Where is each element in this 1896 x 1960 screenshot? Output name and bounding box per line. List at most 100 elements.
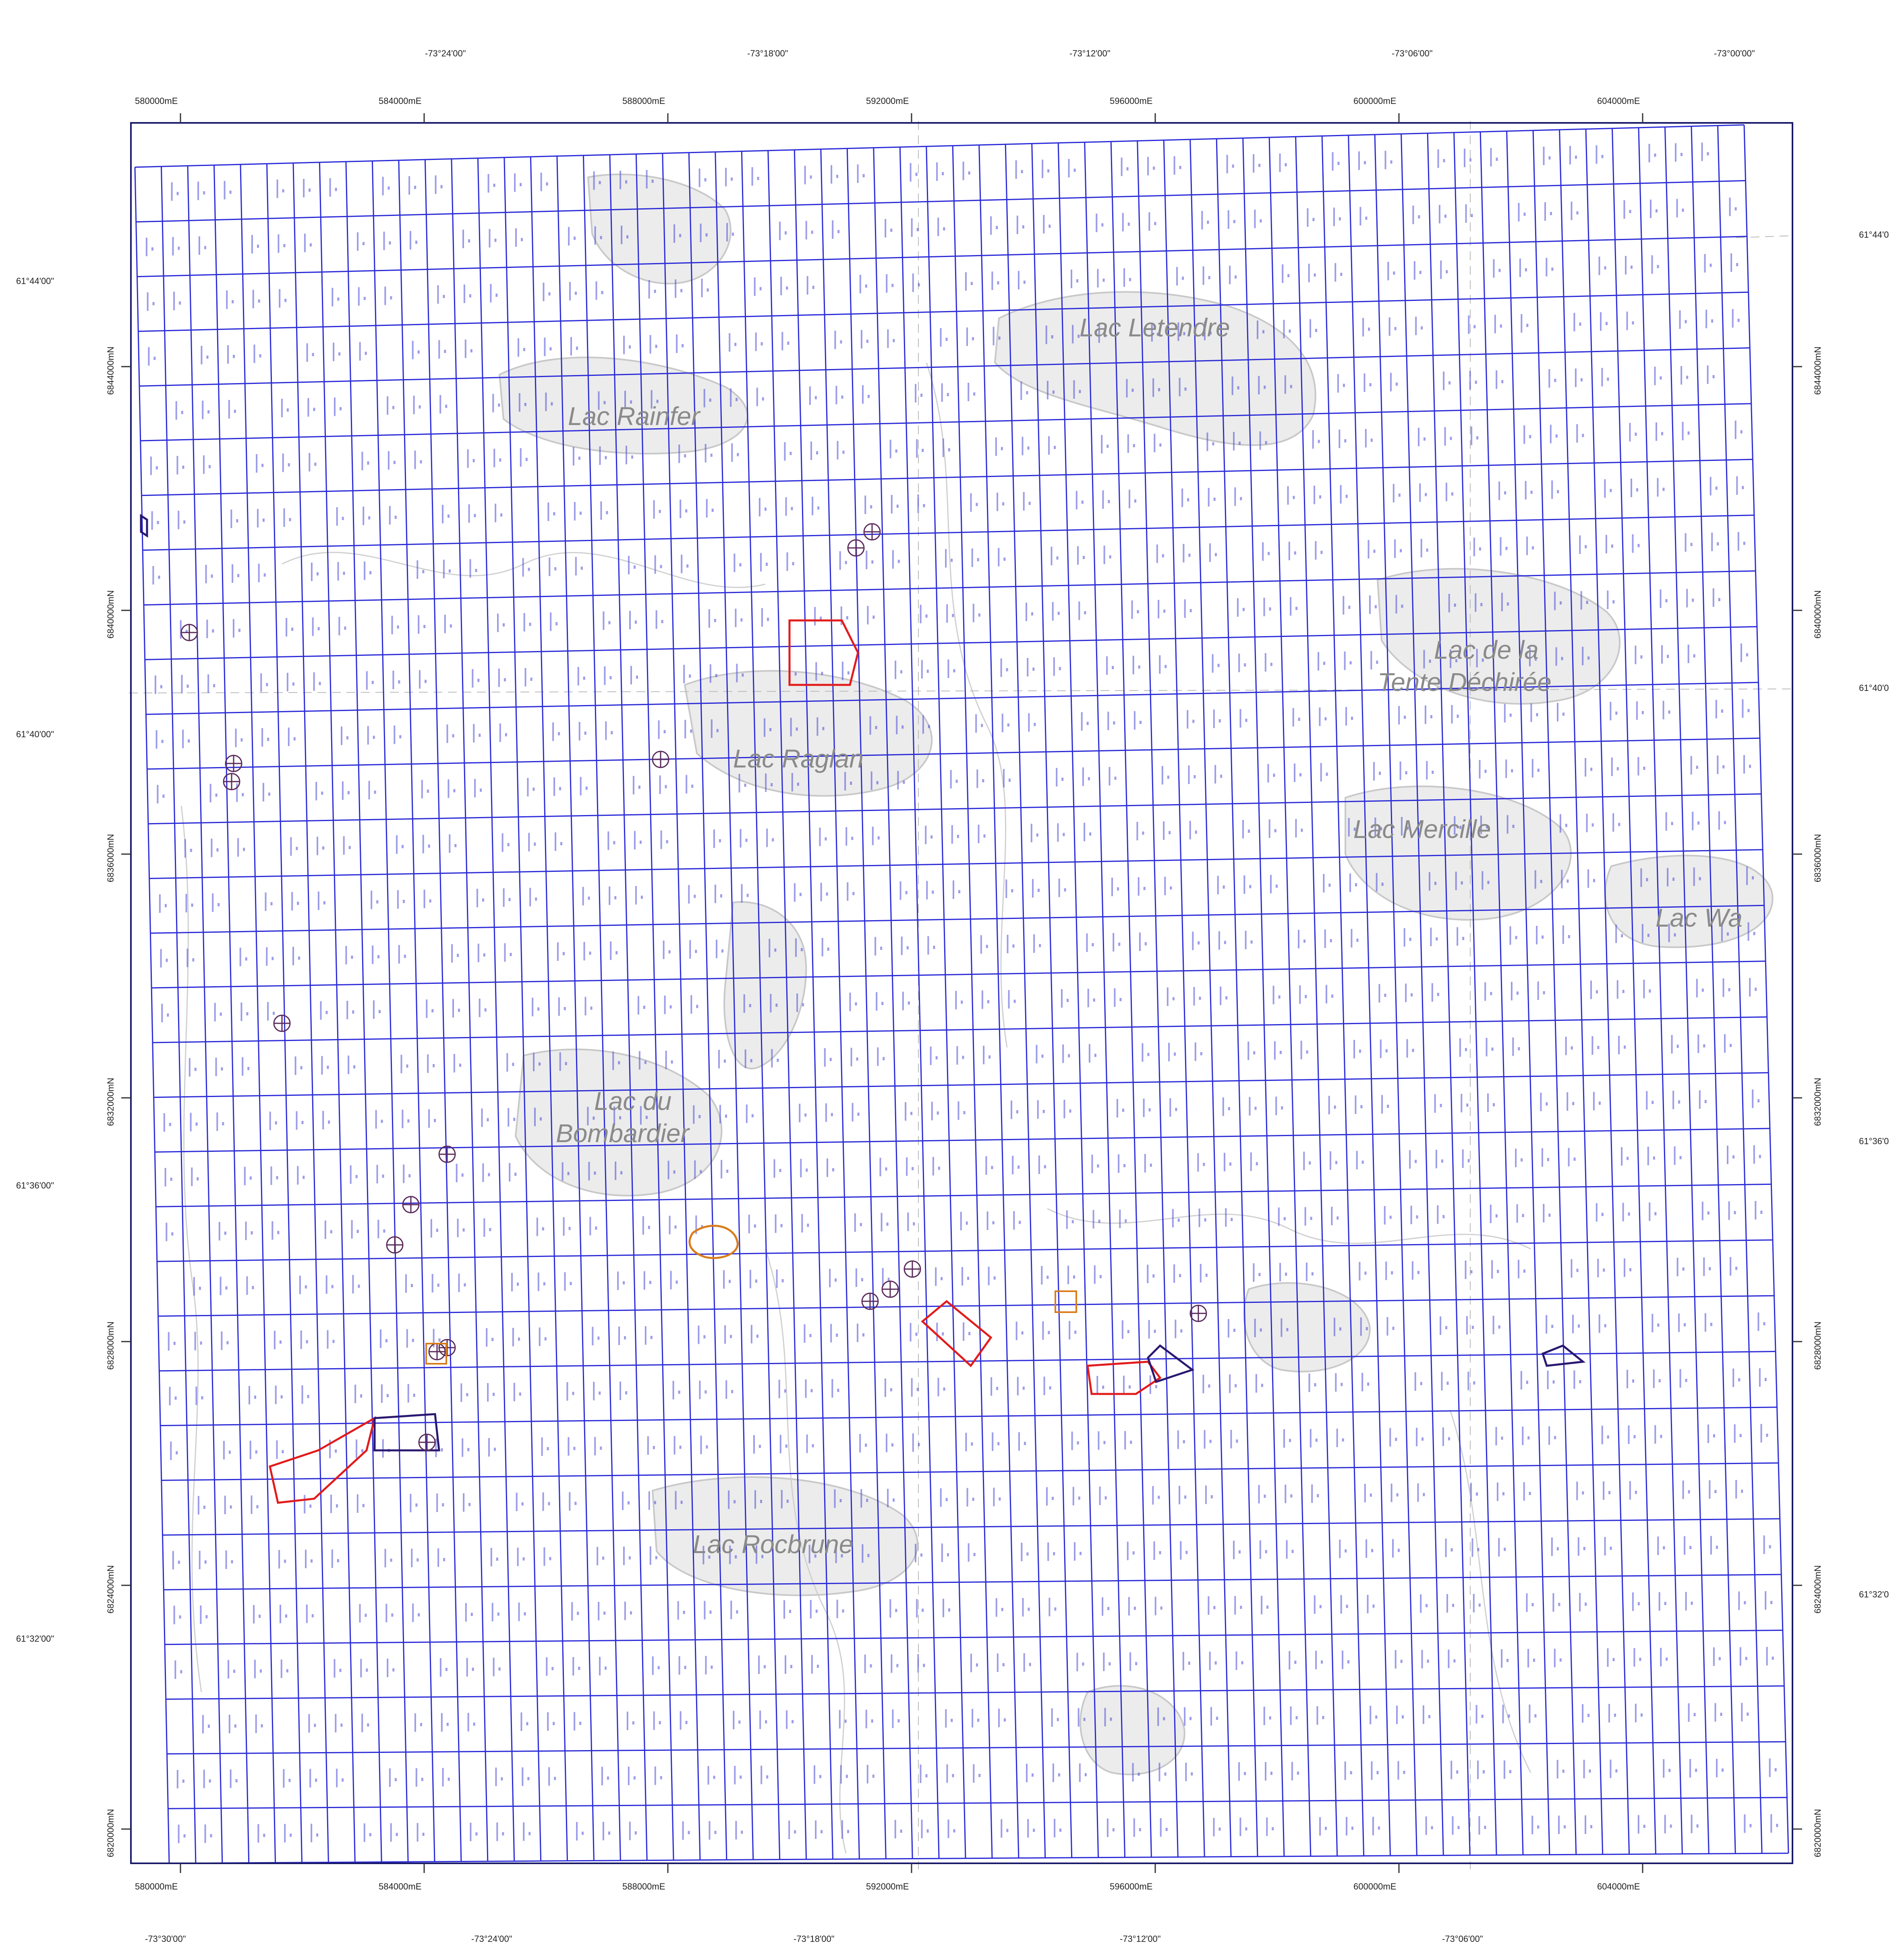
claim-cell-mark [1487,1093,1495,1112]
claim-cell-mark [1380,1039,1388,1058]
claim-cell-mark [1239,709,1247,728]
claim-cell-mark [1122,213,1130,232]
claim-cell-mark [892,1709,900,1728]
claim-cell-mark [486,1328,494,1347]
claim-cell-mark [1405,983,1413,1002]
claim-cell-mark [779,1435,787,1454]
claim-cell-mark [1476,649,1484,668]
claim-cell-mark [895,660,903,679]
claim-cell-mark [1712,588,1720,607]
claim-cell-mark [1111,877,1119,896]
claim-cell-mark [1188,765,1196,784]
claim-cell-mark [1189,821,1197,840]
claim-cell-mark [193,1277,201,1296]
claim-cell-mark [993,1487,1001,1506]
claim-cell-mark [1389,1428,1397,1447]
claim-cell-mark [847,882,855,901]
claim-cell-mark [905,1102,913,1121]
claim-cell-mark [266,947,274,966]
claim-cell-mark [889,440,897,458]
claim-cell-mark [552,722,560,741]
claim-cell-mark [571,1602,579,1621]
claim-cell-mark [1370,651,1378,670]
claim-cell-mark [1445,483,1453,502]
claim-cell-mark [197,1496,205,1515]
claim-cell-mark [1310,1429,1318,1448]
claim-cell-mark [278,234,286,253]
claim-cell-mark [1470,1483,1478,1502]
claim-cell-mark [1738,1591,1746,1610]
claim-cell-mark [262,783,270,802]
grid-column-line [1295,137,1338,1856]
bottom-longitude-label: -73°24'00" [471,1934,512,1944]
claim-cell-mark [689,940,697,959]
claim-cell-mark [806,1434,814,1453]
claim-cell-mark [986,1211,995,1230]
claim-cell-mark [1258,1485,1266,1504]
grid-row-line [139,347,1750,387]
claim-cell-mark [301,1385,309,1404]
claim-cell-mark [566,1382,574,1401]
claim-cell-mark [756,1545,764,1564]
claim-cell-mark [1213,709,1221,728]
grid-column-line [1559,129,1604,1854]
claim-cell-mark [960,1211,968,1230]
claim-cell-mark [947,1819,955,1838]
claim-cell-mark [1635,645,1643,664]
claim-cell-mark [400,1055,408,1074]
claim-cell-mark [936,1322,944,1341]
claim-cell-mark [1078,601,1086,620]
claim-cell-mark [383,232,391,250]
grid-column-line [582,155,621,1861]
claim-cell-mark [1124,1431,1132,1450]
claim-cell-mark [613,1106,622,1125]
claim-cell-mark [1154,433,1162,452]
grid-column-line [1110,141,1152,1857]
claim-cell-mark [1345,707,1353,726]
claim-cell-mark [1042,160,1050,178]
claim-cell-mark [1227,1319,1235,1338]
claim-cell-mark [1334,263,1343,282]
claim-cell-mark [1426,761,1434,780]
claim-cell-mark [1703,1257,1711,1276]
claim-cell-mark [396,835,404,854]
claim-cell-mark [544,337,552,356]
claim-cell-mark [1067,1265,1075,1284]
claim-cell-mark [1051,1708,1059,1727]
claim-cell-mark [683,665,691,684]
claim-cell-mark [324,1220,332,1239]
claim-cell-mark [735,1821,743,1840]
claim-cell-mark [1087,989,1095,1008]
claim-cell-mark [845,827,854,846]
claim-cell-mark [276,179,284,198]
claim-cell-mark [499,723,507,742]
claim-cell-mark [1127,434,1135,453]
claim-cell-mark [748,1215,756,1234]
claim-cell-mark [594,1437,602,1456]
claim-cell-mark [252,290,260,309]
claim-cell-mark [1192,931,1200,950]
claim-cell-mark [761,608,769,627]
claim-cell-mark [917,1654,925,1673]
claim-cell-mark [456,1164,464,1182]
claim-cell-mark [178,1824,186,1843]
claim-cell-mark [1607,590,1615,609]
claim-cell-mark [1360,1317,1368,1336]
claim-cell-mark [1384,1206,1392,1225]
claim-cell-mark [779,222,787,241]
claim-cell-mark [257,509,265,528]
claim-cell-mark [1362,318,1370,337]
claim-cell-mark [796,993,804,1012]
parallel-line [1736,235,1793,238]
claim-cell-mark [690,995,698,1014]
grid-column-line [213,165,250,1863]
claim-cell-mark [1152,378,1160,397]
claim-cell-mark [721,1160,729,1179]
claim-cell-mark [653,500,661,519]
claim-cell-mark [681,554,689,573]
claim-cell-mark [1032,879,1040,898]
claim-cell-mark [790,718,798,736]
claim-cell-mark [965,1433,973,1452]
claim-cell-mark [1473,537,1481,556]
claim-cell-mark [1587,869,1595,888]
